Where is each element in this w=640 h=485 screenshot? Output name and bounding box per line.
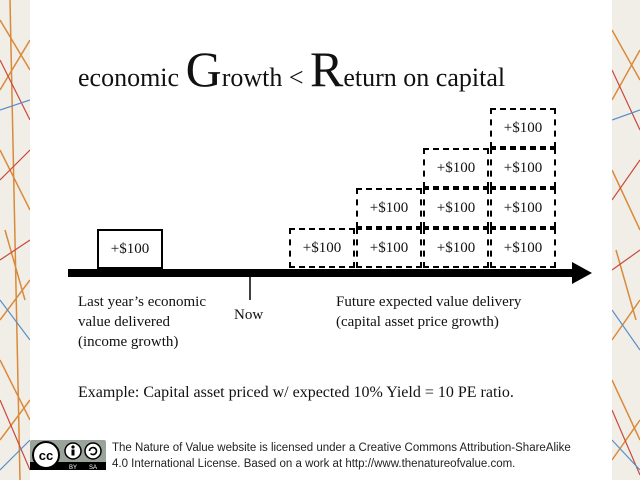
future-label-line-2: (capital asset price growth) [336, 314, 499, 330]
footer-line-1: The Nature of Value website is licensed … [112, 442, 571, 454]
title-part-3: rowth < [221, 63, 311, 92]
title-part-5: eturn on capital [343, 63, 506, 92]
future-value-box: +$100 [289, 228, 355, 268]
slide-title: economic Growth < Return on capital [78, 44, 578, 94]
future-value-box: +$100 [490, 108, 556, 148]
right-decorative-border [611, 0, 640, 480]
left-decorative-border [0, 0, 31, 481]
future-label-line-1: Future expected value delivery [336, 294, 522, 310]
cc-by-sa-badge-icon: cc BY SA [30, 440, 106, 470]
title-part-1: economic [78, 63, 186, 92]
future-value-box: +$100 [490, 228, 556, 268]
future-value-box: +$100 [490, 188, 556, 228]
footer-line-2: 4.0 International License. Based on a wo… [112, 458, 516, 470]
right-border-lines [611, 29, 640, 476]
future-value-box: +$100 [490, 148, 556, 188]
past-label-line-1: Last year’s economic [78, 294, 207, 310]
now-label: Now [234, 307, 264, 323]
timeline-arrow-head [572, 262, 592, 284]
badge-by-text: BY [69, 465, 77, 470]
future-value-box: +$100 [356, 188, 422, 228]
past-label-line-2: value delivered [78, 314, 171, 330]
badge-cc-text: cc [39, 448, 53, 463]
example-text: Example: Capital asset priced w/ expecte… [78, 384, 514, 401]
future-value-box: +$100 [423, 148, 489, 188]
past-label-line-3: (income growth) [78, 334, 179, 350]
license-footer: The Nature of Value website is licensed … [112, 440, 571, 472]
badge-sa-text: SA [89, 465, 97, 470]
title-part-4: R [310, 41, 344, 97]
past-value-label: +$100 [110, 240, 150, 257]
past-value-box: +$100 [97, 229, 163, 269]
future-value-box: +$100 [423, 188, 489, 228]
title-part-2: G [185, 41, 222, 97]
future-value-box: +$100 [356, 228, 422, 268]
future-value-box: +$100 [423, 228, 489, 268]
left-border-lines [0, 0, 31, 481]
